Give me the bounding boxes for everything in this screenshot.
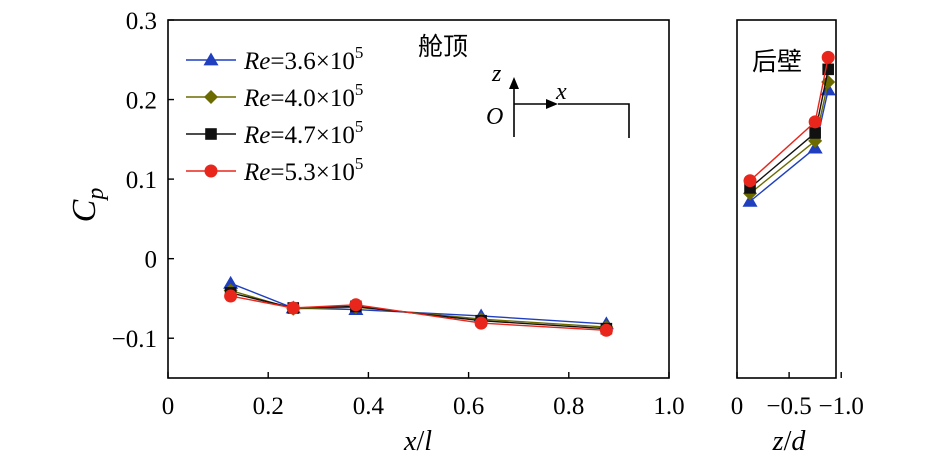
x-tick-label: 0 <box>731 393 744 420</box>
legend-item: Re=4.7×105 <box>186 117 363 149</box>
x-tick-label: 0.6 <box>453 393 484 420</box>
roof-panel-label: 舱顶 <box>418 32 468 61</box>
rear-plot-frame <box>736 19 837 379</box>
data-point <box>808 115 822 129</box>
legend-label: Re=4.0×105 <box>243 80 363 112</box>
roof-series <box>223 283 614 335</box>
y-axis-label: Cp <box>66 188 109 223</box>
data-point <box>821 50 835 64</box>
data-point <box>744 182 756 194</box>
rear-series <box>744 63 834 194</box>
y-tick-label: 0.1 <box>126 167 157 194</box>
data-point <box>349 298 363 312</box>
x-tick-label: −0.5 <box>766 393 811 420</box>
inset-x-label: x <box>555 79 567 105</box>
x-axis-label: z/d <box>772 426 807 457</box>
legend-item: Re=4.0×105 <box>186 80 363 112</box>
legend-item: Re=3.6×105 <box>186 43 363 75</box>
legend-label: Re=3.6×105 <box>243 43 363 75</box>
legend-item: Re=5.3×105 <box>186 154 363 186</box>
legend-label: Re=5.3×105 <box>243 154 363 186</box>
roof-series <box>223 275 614 330</box>
x-tick-label: 0.4 <box>353 393 385 420</box>
y-tick-label: 0.2 <box>126 88 157 115</box>
coordinate-inset: z x O <box>486 61 630 138</box>
legend-label: Re=4.7×105 <box>243 117 363 149</box>
x-tick-label: 1.0 <box>653 393 684 420</box>
series-line <box>230 282 607 325</box>
x-tick-label: 0.8 <box>553 393 584 420</box>
data-point <box>809 127 821 139</box>
x-tick-label: −1.0 <box>819 393 864 420</box>
inset-origin-label: O <box>486 104 503 130</box>
rear-series <box>743 50 835 188</box>
legend-marker <box>204 90 218 104</box>
x-arrow-head <box>546 99 558 109</box>
y-tick-label: 0.3 <box>126 8 157 35</box>
roof-panel: 0 0.2 0.4 0.6 0.8 1.0 −0.1 0 0.1 0.2 0.3 x/l Cp Re=3.… <box>66 8 685 457</box>
x-axis-label: x/l <box>403 426 432 457</box>
x-tick-label: 0.2 <box>253 393 284 420</box>
data-point <box>822 63 834 76</box>
legend: Re=3.6×105 Re=4.0×105 Re=4.7×105 Re=5.3×105 <box>186 43 363 186</box>
legend-marker <box>204 164 218 178</box>
y-tick-label: −0.1 <box>112 326 157 353</box>
data-point <box>474 316 488 330</box>
data-point <box>223 275 239 289</box>
roof-series <box>224 289 613 337</box>
rear-panel-label: 后壁 <box>752 47 802 76</box>
body-outline <box>558 103 630 138</box>
data-point <box>743 174 757 188</box>
rear-wall-panel: 0 −0.5 −1.0 z/d 后壁 <box>731 19 864 457</box>
roof-plot-frame <box>167 19 670 379</box>
x-tick-label: 0 <box>162 393 175 420</box>
y-tick-label: 0 <box>145 247 158 274</box>
data-point <box>224 289 238 303</box>
z-arrow-head <box>509 77 519 89</box>
legend-marker <box>205 128 217 140</box>
legend-marker <box>203 52 219 66</box>
inset-z-label: z <box>491 61 502 87</box>
data-point <box>599 323 613 337</box>
data-point <box>286 301 300 315</box>
